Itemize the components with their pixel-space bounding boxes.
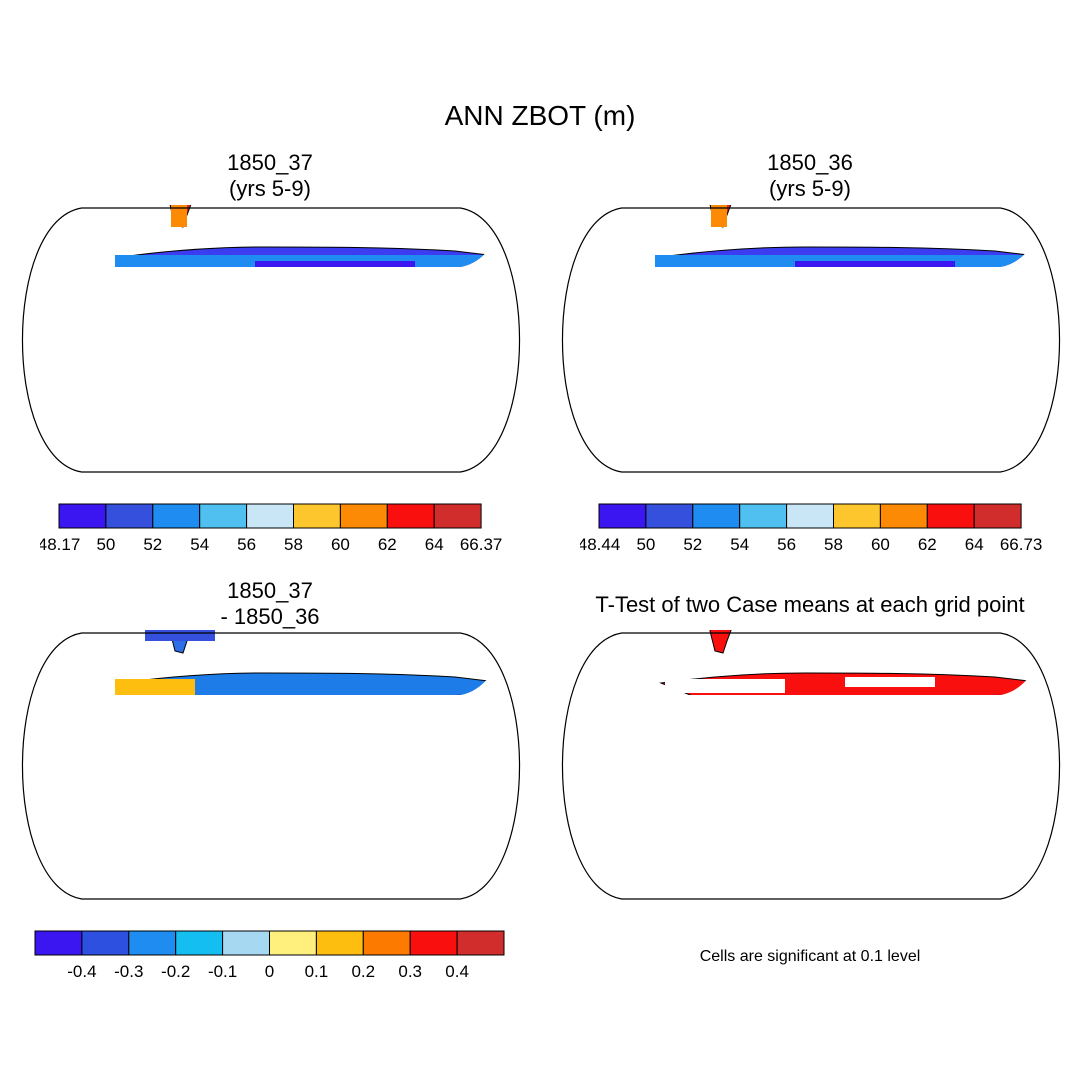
panel-1-title-line2: (yrs 5-9)	[229, 176, 311, 201]
colorbar-swatch	[199, 503, 248, 529]
band-antarctica-positive	[115, 679, 195, 695]
colorbar-swatch	[926, 503, 975, 529]
colorbar-swatch	[598, 503, 647, 529]
colorbar-tick-label: 58	[284, 535, 303, 554]
map-border	[561, 632, 1061, 900]
colorbar-swatch	[833, 503, 881, 529]
map-panel-1850-36	[561, 205, 1061, 473]
panel-3-title-line1: 1850_37	[227, 578, 313, 603]
colorbar-tick-label: 0.4	[445, 962, 469, 981]
colorbar-tick-label: 0.1	[305, 962, 329, 981]
colorbar-swatch	[879, 503, 928, 529]
colorbar-swatch	[339, 503, 388, 529]
colorbar-swatch	[692, 503, 741, 529]
colorbar-tick-label: -0.4	[67, 962, 96, 981]
map-panel-difference	[21, 630, 521, 900]
colorbar-swatch	[456, 930, 505, 956]
colorbar-swatch	[81, 930, 130, 956]
colorbar-tick-label: 62	[378, 535, 397, 554]
colorbar-tick-label: 52	[143, 535, 162, 554]
panel-2-title: 1850_36 (yrs 5-9)	[660, 150, 960, 202]
colorbar-swatch	[105, 503, 154, 529]
colorbar-tick-label: -0.3	[114, 962, 143, 981]
colorbar-swatch	[315, 930, 364, 956]
map-border	[21, 207, 521, 473]
colorbar-tick-label: 66.73	[1000, 535, 1043, 554]
colorbar-tick-label: 48.17	[40, 535, 80, 554]
colorbar-tick-label: 0	[265, 962, 274, 981]
band-south-america-negative	[145, 630, 215, 641]
band-antarctica-core	[255, 261, 415, 267]
colorbar-tick-label: 62	[918, 535, 937, 554]
colorbar-tick-label: 64	[425, 535, 444, 554]
colorbar-swatch	[222, 930, 271, 956]
landmass-samerica	[682, 205, 766, 228]
panel-3-title: 1850_37 - 1850_36	[120, 578, 420, 630]
colorbar-tick-label: 0.3	[398, 962, 422, 981]
band-antarctica-core	[795, 261, 955, 267]
figure-title: ANN ZBOT (m)	[444, 100, 636, 131]
colorbar-swatch	[34, 930, 83, 956]
colorbar-swatch	[433, 503, 482, 529]
map-panel-1850-37	[21, 205, 521, 473]
panel-2-title-line1: 1850_36	[767, 150, 853, 175]
colorbar-1850-37: 48.17 50 52 54 56 58 60 62 64 66.37	[40, 503, 503, 554]
colorbar-tick-label: 58	[824, 535, 843, 554]
colorbar-tick-label: 56	[237, 535, 256, 554]
panel-2-title-line2: (yrs 5-9)	[769, 176, 851, 201]
colorbar-tick-label: 48.44	[580, 535, 620, 554]
map-panel-ttest	[561, 630, 1061, 900]
band-patagonia	[171, 205, 187, 227]
colorbar-1850-36: 48.44 50 52 54 56 58 60 62 64 66.73	[580, 503, 1043, 554]
colorbar-swatch	[246, 503, 295, 529]
landmass-antarctica	[119, 672, 506, 695]
map-border	[21, 632, 521, 900]
colorbar-tick-label: 54	[190, 535, 209, 554]
panel-3-title-line2: - 1850_36	[220, 604, 320, 629]
panel-4-title: T-Test of two Case means at each grid po…	[595, 592, 1025, 617]
colorbar-swatch	[175, 930, 224, 956]
colorbar-tick-label: 56	[777, 535, 796, 554]
colorbar-swatch	[58, 503, 107, 529]
non-significant-patch	[845, 677, 935, 687]
colorbar-swatch	[269, 930, 317, 956]
colorbar-tick-label: 66.37	[460, 535, 503, 554]
colorbar-swatch	[386, 503, 435, 529]
panel-1-title-line1: 1850_37	[227, 150, 313, 175]
colorbar-tick-label: 60	[331, 535, 350, 554]
colorbar-difference: -0.4 -0.3 -0.2 -0.1 0 0.1 0.2 0.3 0.4	[34, 930, 505, 981]
panel-1-title: 1850_37 (yrs 5-9)	[120, 150, 420, 202]
colorbar-swatch	[645, 503, 694, 529]
landmass-samerica	[142, 205, 226, 228]
colorbar-tick-label: 50	[96, 535, 115, 554]
band-patagonia	[711, 205, 727, 227]
colorbar-swatch	[152, 503, 201, 529]
colorbar-swatch	[973, 503, 1022, 529]
colorbar-swatch	[128, 930, 177, 956]
significance-note: Cells are significant at 0.1 level	[699, 948, 921, 965]
colorbar-tick-label: 52	[683, 535, 702, 554]
colorbar-tick-label: 54	[730, 535, 749, 554]
non-significant-patch	[665, 679, 785, 693]
colorbar-tick-label: 0.2	[351, 962, 375, 981]
colorbar-swatch	[739, 503, 788, 529]
colorbar-tick-label: -0.2	[161, 962, 190, 981]
colorbar-swatch	[362, 930, 411, 956]
colorbar-tick-label: 60	[871, 535, 890, 554]
map-border	[561, 207, 1061, 473]
colorbar-swatch	[786, 503, 835, 529]
colorbar-tick-label: -0.1	[208, 962, 237, 981]
colorbar-tick-label: 64	[965, 535, 984, 554]
colorbar-swatch	[409, 930, 458, 956]
colorbar-swatch	[293, 503, 341, 529]
colorbar-tick-label: 50	[636, 535, 655, 554]
